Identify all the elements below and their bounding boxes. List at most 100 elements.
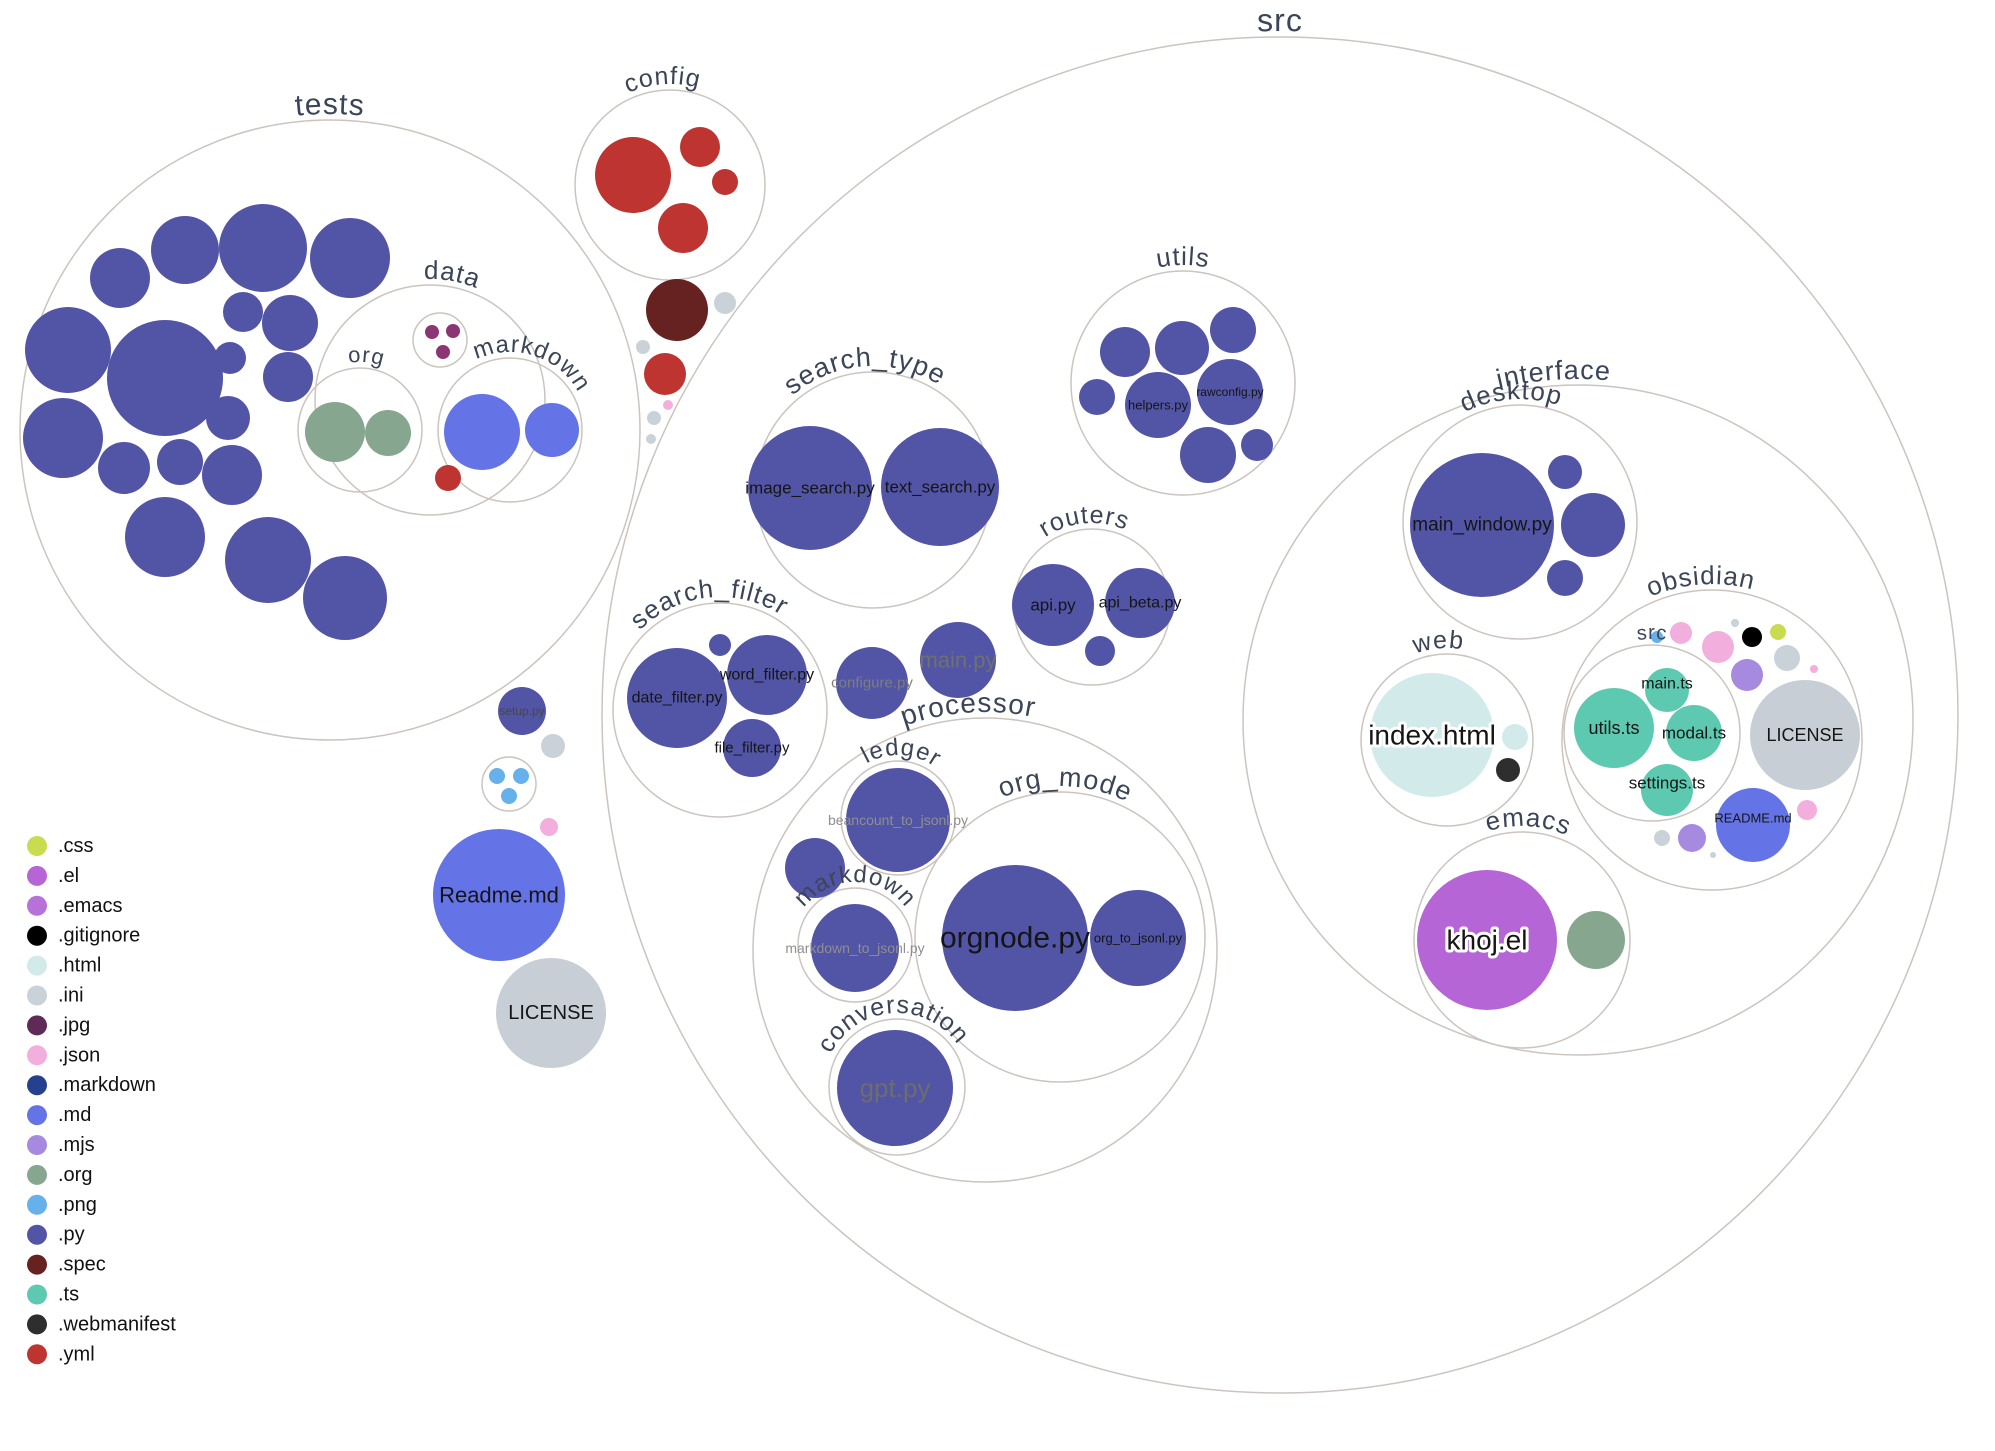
legend-label-.markdown: .markdown: [58, 1074, 156, 1096]
legend-label-.png: .png: [58, 1194, 97, 1216]
file-circle-.py-dot: [785, 838, 845, 898]
legend-swatch-.jpg: [27, 1015, 47, 1036]
file-label-helpers.py: helpers.py: [1128, 398, 1188, 413]
file-circle-.md-dot: [525, 403, 579, 457]
file-circle-.py-dot: [1085, 636, 1115, 666]
file-circle-.png-dot: [489, 768, 505, 784]
file-circle-main.ts: [1645, 668, 1689, 712]
file-circle-utils.ts: [1574, 688, 1654, 768]
file-circle-.py-dot: [709, 634, 731, 656]
group-label-org-mode: org_mode: [994, 762, 1137, 808]
file-label-api.py: api.py: [1030, 596, 1076, 615]
file-label-rawconfig.py: rawconfig.py: [1196, 385, 1263, 399]
legend-label-.ini: .ini: [58, 985, 84, 1007]
file-circle-org-to-jsonl.py: [1090, 890, 1186, 986]
file-circle-.org-dot: [305, 402, 365, 462]
legend-swatch-.org: [27, 1164, 47, 1185]
file-circle-.json-dot: [1702, 631, 1734, 663]
file-circle-.json-dot: [663, 400, 673, 410]
group-circle-obsidian: [1561, 589, 1863, 891]
group-circle-conversation: [828, 1018, 966, 1156]
legend-label-.py: .py: [58, 1224, 85, 1246]
file-circle-.png-dot: [513, 768, 529, 784]
legend-swatch-.png: [27, 1194, 47, 1215]
group-circle-markdown-data: [437, 357, 583, 503]
legend-swatch-.spec: [27, 1254, 47, 1275]
group-label-markdown-data: markdown: [469, 331, 596, 396]
file-circle-.mjs-dot: [1678, 824, 1706, 852]
group-circle-obsidian-src: [1563, 644, 1741, 822]
file-circle-.yml-dot: [658, 203, 708, 253]
group-circle-tests: [19, 119, 641, 741]
file-circle-modal.ts: [1666, 705, 1722, 761]
legend-swatch-.html: [27, 955, 47, 976]
legend-swatch-.emacs: [27, 895, 47, 916]
group-circle-root-png-set: [481, 756, 537, 812]
file-circle-.py-dot: [1241, 429, 1273, 461]
file-circle-.py-dot: [1180, 427, 1236, 483]
file-circle-api.py: [1012, 564, 1094, 646]
legend-label-.ts: .ts: [58, 1284, 79, 1306]
file-label-license: LICENSE: [508, 1002, 594, 1024]
group-circle-web: [1360, 653, 1534, 827]
file-circle-.py-dot: [1548, 455, 1582, 489]
file-label-index.html: index.html: [1368, 720, 1496, 751]
legend-swatch-.yml: [27, 1344, 47, 1365]
group-circle-desktop: [1402, 404, 1638, 640]
group-label-processor: processor: [896, 687, 1038, 732]
file-circle-.md-dot: [444, 394, 520, 470]
legend-swatch-.el: [27, 865, 47, 886]
file-circle-.py-dot: [23, 398, 103, 478]
file-circle-.yml-dot: [595, 137, 671, 213]
file-circle-.py-dot: [1155, 321, 1209, 375]
file-circle-.ini-dot: [636, 340, 650, 354]
file-circle-.ini-dot: [646, 434, 656, 444]
file-circle-rawconfig.py: [1197, 359, 1263, 425]
group-label-obsidian: obsidian: [1642, 560, 1758, 602]
file-circle-.py-dot: [1547, 560, 1583, 596]
file-label-main.ts: main.ts: [1641, 676, 1693, 693]
legend-swatch-.py: [27, 1224, 47, 1245]
file-circle-.jpg-dot: [425, 325, 439, 339]
legend-swatch-.gitignore: [27, 925, 47, 946]
file-circle-.py-dot: [98, 442, 150, 494]
group-label-src: src: [1257, 2, 1304, 38]
legend-swatch-.ini: [27, 985, 47, 1006]
file-circle-date-filter.py: [627, 648, 727, 748]
file-label-markdown-to-jsonl.py: markdown_to_jsonl.py: [785, 940, 924, 956]
group-label-search-type: search_type: [778, 342, 952, 401]
file-circle-settings.ts: [1641, 764, 1693, 816]
file-circle-markdown-to-jsonl.py: [811, 904, 899, 992]
file-circle-setup.py: [498, 687, 546, 735]
legend-label-.webmanifest: .webmanifest: [58, 1313, 176, 1335]
legend-label-.gitignore: .gitignore: [58, 925, 140, 947]
file-label-utils.ts: utils.ts: [1588, 718, 1639, 738]
file-circle-.yml-dot: [435, 465, 461, 491]
file-circle-.ini-dot: [647, 411, 661, 425]
file-circle-.png-dot: [1651, 631, 1663, 643]
file-circle-index.html: [1370, 673, 1494, 797]
file-circle-.org-dot: [365, 410, 411, 456]
group-label-obsidian-src: src: [1636, 622, 1669, 645]
file-circle-.py-dot: [1079, 379, 1115, 415]
group-label-tests: tests: [293, 88, 366, 123]
file-label-file-filter.py: file_filter.py: [714, 740, 790, 757]
file-circle-.py-dot: [90, 248, 150, 308]
group-circle-org-mode: [914, 791, 1206, 1083]
group-circle-org: [297, 367, 423, 493]
file-circle-.py-dot: [125, 497, 205, 577]
file-circle-.py-dot: [310, 218, 390, 298]
file-circle-text-search.py: [881, 428, 999, 546]
group-circle-interface: [1242, 384, 1914, 1056]
file-label-configure.py: configure.py: [831, 675, 913, 692]
file-circle-configure.py: [836, 647, 908, 719]
group-circle-search-filter: [612, 602, 828, 818]
file-circle-.ini-dot: [541, 734, 565, 758]
file-circle-.py-dot: [225, 517, 311, 603]
file-circle-.py-dot: [262, 295, 318, 351]
file-label-beancount-to-jsonl.py: beancount_to_jsonl.py: [828, 812, 968, 828]
file-circle-.py-dot: [214, 342, 246, 374]
file-circle-gpt.py: [837, 1030, 953, 1146]
